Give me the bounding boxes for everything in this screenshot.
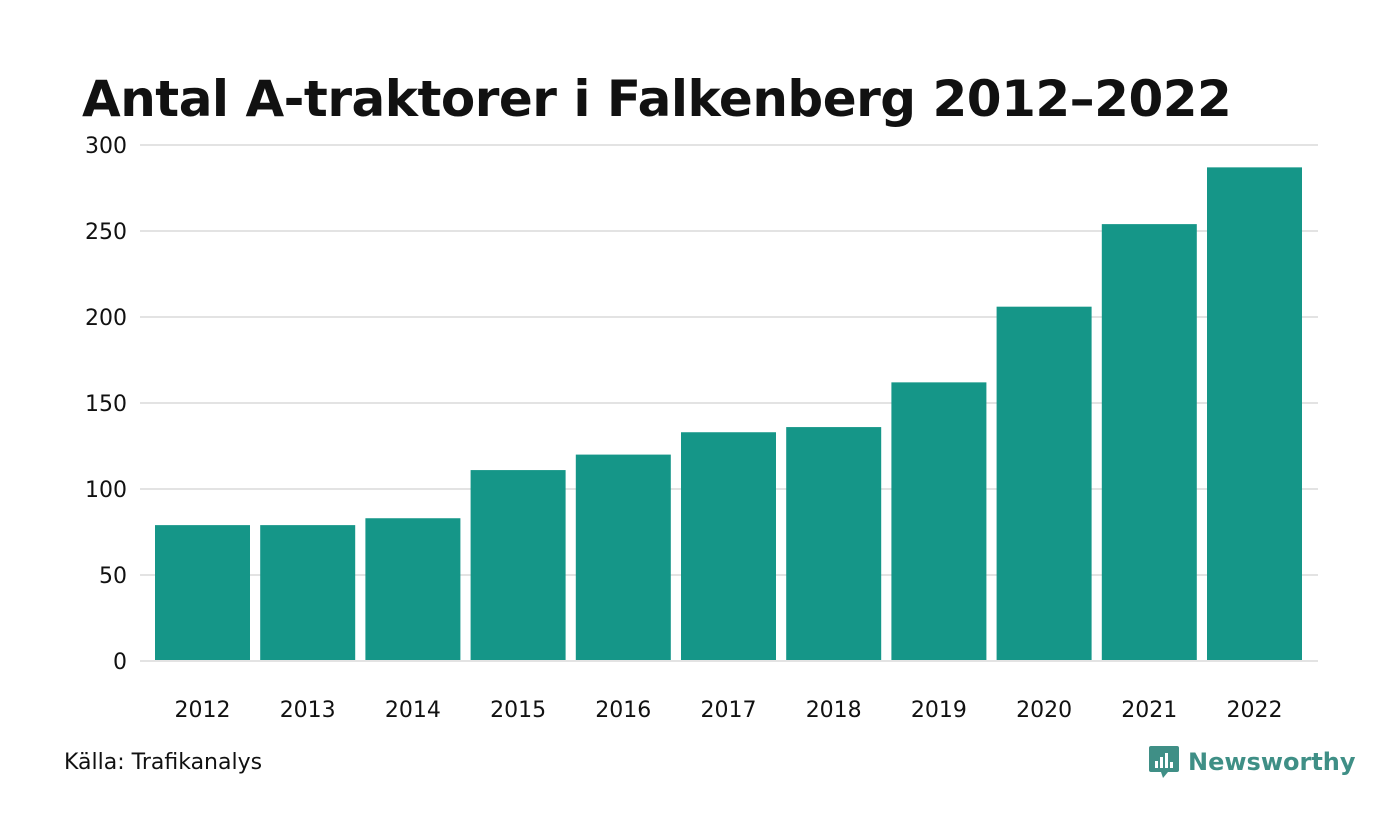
x-axis-tick-labels: 2012 2013 2014 2015 2016 2017 2018 2019 2020 2021…	[175, 698, 1283, 723]
y-tick-label: 100	[85, 478, 127, 503]
y-tick-label: 50	[99, 564, 127, 589]
x-tick-label: 2012	[175, 698, 231, 723]
x-tick-label: 2013	[280, 698, 336, 723]
y-tick-label: 250	[85, 220, 127, 245]
y-tick-label: 150	[85, 392, 127, 417]
brand-name: Newsworthy	[1188, 748, 1356, 776]
y-tick-label: 0	[113, 650, 127, 675]
y-axis-tick-labels: 0 50 100 150 200 250 300	[85, 134, 127, 675]
y-tick-label: 300	[85, 134, 127, 159]
bar-2021	[1101, 224, 1197, 661]
bar-2012	[155, 525, 250, 661]
newsworthy-logo-icon	[1149, 746, 1179, 778]
x-tick-label: 2022	[1227, 698, 1283, 723]
bar-2018	[786, 427, 882, 661]
x-tick-label: 2021	[1121, 698, 1177, 723]
source-note: Källa: Trafikanalys	[64, 750, 263, 775]
x-tick-label: 2020	[1016, 698, 1072, 723]
x-tick-label: 2017	[701, 698, 757, 723]
bars	[155, 167, 1302, 662]
brand-logo: Newsworthy	[1148, 744, 1356, 780]
x-tick-label: 2018	[806, 698, 862, 723]
x-tick-label: 2014	[385, 698, 441, 723]
x-tick-label: 2016	[595, 698, 651, 723]
bar-2017	[681, 432, 776, 661]
bar-2020	[996, 306, 1092, 661]
bar-2015	[470, 470, 566, 661]
x-tick-label: 2015	[490, 698, 546, 723]
chart-title: Antal A-traktorer i Falkenberg 2012–2022	[82, 70, 1232, 128]
bar-2013	[260, 525, 356, 661]
x-tick-label: 2019	[911, 698, 967, 723]
bar-2014	[365, 518, 461, 661]
bar-2016	[575, 454, 671, 661]
y-tick-label: 200	[85, 306, 127, 331]
bar-2019	[891, 382, 987, 661]
bar-2022	[1207, 167, 1302, 662]
